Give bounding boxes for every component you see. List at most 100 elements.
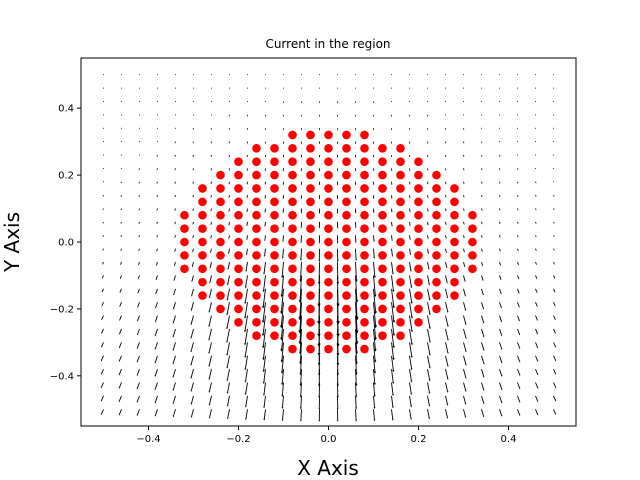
quiver-arrowhead bbox=[481, 196, 483, 198]
quiver-arrow bbox=[499, 395, 503, 403]
quiver-arrow bbox=[445, 409, 448, 418]
quiver-arrowhead bbox=[427, 156, 429, 158]
quiver-arrowhead bbox=[554, 332, 556, 334]
quiver-arrow bbox=[282, 409, 284, 420]
quiver-arrow bbox=[481, 328, 485, 337]
data-point bbox=[252, 331, 261, 340]
quiver-arrowhead bbox=[518, 319, 520, 322]
quiver-arrow bbox=[409, 395, 412, 406]
quiver-arrow bbox=[245, 369, 248, 381]
quiver-arrow bbox=[211, 100, 212, 102]
quiver-arrowhead bbox=[138, 195, 140, 198]
quiver-arrow bbox=[175, 100, 176, 102]
quiver-arrowhead bbox=[118, 387, 121, 389]
data-point bbox=[450, 197, 459, 207]
quiver-arrowhead bbox=[518, 401, 521, 403]
data-point bbox=[234, 210, 243, 220]
quiver-arrowhead bbox=[553, 277, 556, 279]
quiver-arrowhead bbox=[154, 320, 157, 323]
quiver-arrow bbox=[409, 235, 411, 239]
quiver-arrow bbox=[553, 368, 556, 374]
quiver-arrow bbox=[481, 288, 484, 295]
quiver-arrowhead bbox=[482, 307, 485, 310]
quiver-arrow bbox=[445, 275, 448, 283]
data-point bbox=[324, 344, 333, 354]
quiver-arrowhead bbox=[318, 384, 321, 387]
quiver-arrowhead bbox=[300, 198, 302, 200]
quiver-arrow bbox=[119, 315, 122, 320]
quiver-arrow bbox=[211, 74, 212, 76]
quiver-arrow bbox=[481, 127, 482, 129]
quiver-arrowhead bbox=[553, 263, 555, 265]
quiver-arrow bbox=[553, 74, 554, 76]
data-point bbox=[180, 251, 189, 260]
data-point bbox=[378, 157, 387, 167]
data-point bbox=[270, 331, 279, 340]
quiver-arrowhead bbox=[518, 360, 521, 363]
quiver-arrow bbox=[121, 167, 122, 169]
quiver-arrow bbox=[463, 382, 467, 391]
quiver-arrowhead bbox=[482, 389, 485, 391]
quiver-arrow bbox=[246, 235, 248, 239]
quiver-arrowhead bbox=[208, 416, 211, 419]
x-tick-label: 0.0 bbox=[321, 434, 337, 445]
data-point bbox=[180, 224, 189, 233]
quiver-arrowhead bbox=[336, 343, 340, 347]
quiver-arrowhead bbox=[282, 156, 284, 158]
quiver-arrowhead bbox=[299, 407, 302, 410]
quiver-arrow bbox=[409, 275, 412, 287]
quiver-arrowhead bbox=[518, 292, 520, 294]
quiver-arrowhead bbox=[156, 155, 158, 157]
quiver-arrow bbox=[409, 342, 413, 356]
quiver-arrowhead bbox=[482, 402, 485, 405]
y-axis-ticks: −0.4 −0.2 0.0 0.2 0.4 bbox=[50, 104, 81, 382]
quiver-arrowhead bbox=[409, 142, 411, 144]
data-point bbox=[252, 197, 261, 207]
data-point bbox=[198, 237, 207, 247]
quiver-arrowhead bbox=[373, 156, 375, 158]
quiver-arrow bbox=[103, 181, 104, 183]
quiver-arrowhead bbox=[156, 209, 158, 211]
quiver-arrowhead bbox=[228, 224, 230, 226]
quiver-arrowhead bbox=[282, 170, 284, 172]
quiver-arrowhead bbox=[336, 142, 339, 145]
quiver-arrowhead bbox=[482, 415, 485, 418]
quiver-arrow bbox=[481, 261, 483, 266]
quiver-arrowhead bbox=[138, 222, 140, 225]
quiver-arrow bbox=[463, 87, 464, 89]
data-point bbox=[216, 170, 225, 180]
data-point bbox=[198, 264, 207, 274]
quiver-arrowhead bbox=[391, 239, 393, 242]
quiver-arrowhead bbox=[464, 336, 467, 339]
quiver-arrow bbox=[192, 235, 194, 238]
quiver-arrowhead bbox=[500, 278, 502, 281]
quiver-arrow bbox=[263, 275, 266, 291]
y-tick-label: 0.4 bbox=[58, 104, 74, 115]
quiver-arrow bbox=[191, 261, 194, 267]
data-point bbox=[396, 291, 405, 300]
quiver-arrowhead bbox=[136, 387, 139, 390]
quiver-arrowhead bbox=[373, 294, 377, 298]
data-point bbox=[360, 184, 369, 193]
quiver-arrow bbox=[209, 261, 212, 268]
quiver-arrowhead bbox=[174, 250, 176, 252]
quiver-arrowhead bbox=[464, 323, 467, 326]
data-point bbox=[324, 331, 333, 340]
data-point bbox=[306, 157, 315, 167]
quiver-arrow bbox=[499, 355, 503, 363]
quiver-arrow bbox=[373, 248, 375, 258]
quiver-arrow bbox=[445, 261, 448, 268]
quiver-arrowhead bbox=[481, 209, 483, 211]
quiver-arrowhead bbox=[427, 224, 429, 226]
quiver-arrow bbox=[481, 315, 484, 323]
quiver-arrowhead bbox=[264, 211, 266, 213]
quiver-arrowhead bbox=[317, 363, 321, 366]
quiver-arrowhead bbox=[227, 268, 229, 270]
quiver-arrow bbox=[154, 382, 158, 389]
quiver-arrowhead bbox=[391, 197, 393, 199]
data-point bbox=[234, 170, 243, 180]
quiver-arrowhead bbox=[446, 403, 449, 406]
data-point bbox=[324, 184, 333, 193]
quiver-arrowhead bbox=[190, 416, 193, 418]
quiver-arrowhead bbox=[298, 299, 302, 303]
